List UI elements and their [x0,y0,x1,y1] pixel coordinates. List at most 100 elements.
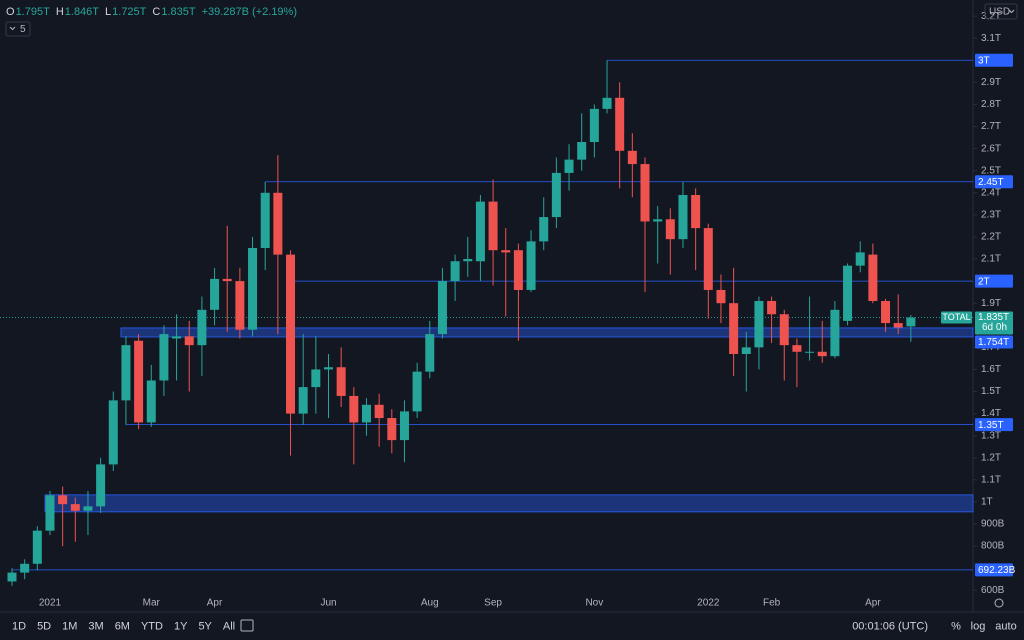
candle-body [260,192,270,248]
candle-body [374,404,384,419]
candle-body [615,97,625,151]
range-button[interactable]: 1D [12,620,26,632]
chevron [1008,9,1015,14]
currency-button[interactable] [984,3,1018,20]
x-tick-label: Jun [320,598,336,609]
price-line-label-box [975,563,1013,577]
axis-option[interactable]: % [951,620,961,632]
candle-body [488,201,498,251]
candle-body [96,464,106,507]
axis-option[interactable]: log [971,620,986,632]
candle-body [513,250,523,290]
candle-body [450,261,460,282]
candle-body [539,217,549,242]
chevron [9,26,16,31]
y-tick-label: 2.6T [981,143,1001,154]
range-button[interactable]: 3M [88,620,103,632]
candle-body [868,254,878,301]
candle-body [665,219,675,240]
y-tick-label: 2.1T [981,254,1001,265]
axis-option[interactable]: auto [995,620,1016,632]
y-tick-label: 3.2T [981,11,1001,22]
y-tick-label: 2.2T [981,232,1001,243]
candle-body [273,192,283,255]
legend-key: O [6,6,15,18]
candle-body [399,411,409,441]
range-button[interactable]: 6M [115,620,130,632]
candle-body [653,219,663,222]
x-tick-label: Feb [763,598,781,609]
candle-body [678,194,688,240]
price-line-label: 1.35T [978,420,1004,431]
candle-body [298,387,308,414]
y-tick-label: 1.4T [981,408,1001,419]
y-tick-label: 800B [981,541,1005,552]
candle-body [387,418,397,441]
candle-body [501,250,511,253]
y-tick-label: 2.9T [981,77,1001,88]
candle-body [7,572,17,582]
y-tick-label: 2.7T [981,121,1001,132]
range-button[interactable]: 5D [37,620,51,632]
y-tick-label: 1.5T [981,386,1001,397]
candle-body [184,336,194,346]
plot: 600B 800B 900B 1T 1.1T 1.2T 1.3T 1.4T 1.5T 1.6T 1.… [0,11,1005,609]
candle-body [881,300,891,324]
range-button[interactable]: 1M [62,620,77,632]
candle-body [817,351,827,357]
y-tick-label: 1.9T [981,298,1001,309]
y-tick-label: 1.2T [981,452,1001,463]
candle-body [146,380,156,423]
y-tick-label: 900B [981,519,1005,530]
candle-body [121,345,131,401]
y-tick-label: 2.4T [981,187,1001,198]
candle-body [741,347,751,354]
date-range-icon[interactable] [240,619,254,632]
candle-body [577,141,587,160]
price-line-label-box [975,418,1013,432]
candle-body [197,309,207,346]
last-price-box [975,311,1013,335]
y-tick-label: 2.8T [981,99,1001,110]
y-tick-label: 1.3T [981,430,1001,441]
candle-body [361,404,371,423]
candle-body [703,228,713,290]
y-tick-label: 1.1T [981,474,1001,485]
y-tick-label: 2.3T [981,210,1001,221]
candle-body [627,150,637,165]
range-button[interactable]: 1Y [174,620,188,632]
candle-body [564,159,574,173]
candle-body [58,495,68,505]
candle-body [83,506,93,511]
candle-body [437,281,447,335]
currency: USD [989,7,1010,18]
x-tick-label: Mar [143,598,161,609]
zone [44,494,974,513]
x-tick-label: Sep [484,598,502,609]
indicator-toggle[interactable] [5,21,31,37]
candle-body [640,164,650,222]
range-button[interactable]: YTD [141,620,163,632]
candle-body [830,309,840,357]
candle-body [855,252,865,266]
legend-value: 1.835T [161,6,196,18]
range-button[interactable]: 5Y [198,620,212,632]
x-tick-label: Apr [207,598,223,609]
symbol: TOTAL [942,312,970,322]
legend-key: L [105,6,111,18]
price-line-label-box [975,53,1013,67]
candle-body [589,108,599,142]
candle-body [172,336,182,339]
legend-key: C [152,6,160,18]
range-button[interactable]: All [223,620,235,632]
price-line-label: 692.23B [978,565,1016,576]
settings-icon[interactable] [994,598,1004,608]
candle-body [425,334,435,372]
last-price-label: 1.835T [978,312,1009,323]
legend-key: H [56,6,64,18]
candle-body [159,334,169,381]
candle-body [906,317,916,327]
countdown: 6d 0h [982,322,1007,333]
candle-body [551,172,561,218]
